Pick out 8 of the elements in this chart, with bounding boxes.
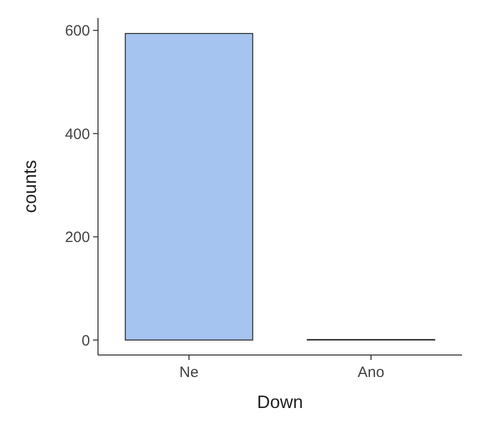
y-tick-label: 600 <box>64 22 90 40</box>
x-tick-label: Ano <box>358 364 384 381</box>
y-tick-label: 400 <box>64 126 90 143</box>
y-axis-title: counts <box>20 160 40 214</box>
y-tick-label: 200 <box>64 229 90 246</box>
y-tick-label: 0 <box>82 332 90 350</box>
x-tick-label: Ne <box>179 364 199 381</box>
x-axis-title: Down <box>256 392 304 412</box>
